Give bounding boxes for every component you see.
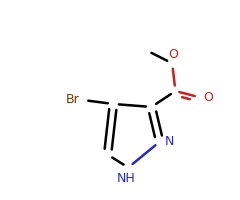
Text: O: O bbox=[203, 91, 213, 104]
Text: N: N bbox=[165, 135, 174, 148]
Text: NH: NH bbox=[117, 171, 136, 184]
Text: O: O bbox=[168, 48, 178, 61]
Text: Br: Br bbox=[66, 93, 80, 106]
